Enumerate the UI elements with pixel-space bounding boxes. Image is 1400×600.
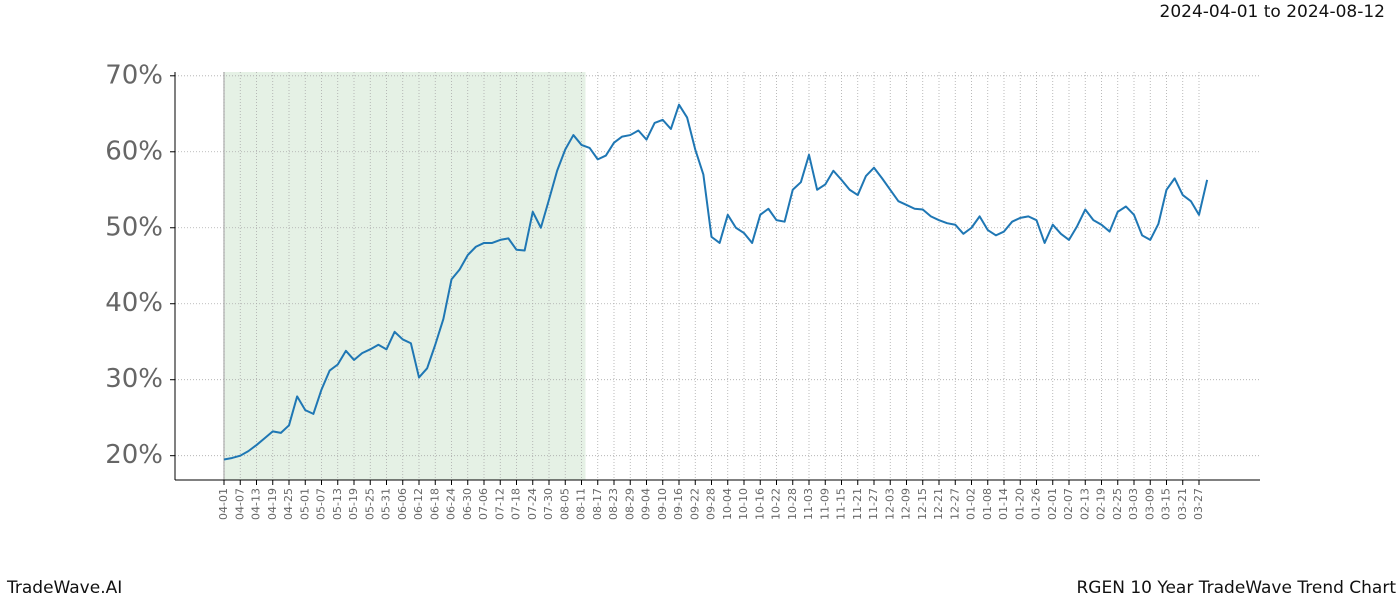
x-tick-label: 11-27 (867, 488, 880, 520)
x-tick-label: 09-22 (688, 488, 701, 520)
x-tick-label: 03-27 (1192, 488, 1205, 520)
x-tick-label: 10-10 (737, 488, 750, 520)
x-tick-label: 03-03 (1127, 488, 1140, 520)
x-tick-label: 12-15 (916, 488, 929, 520)
y-tick-label: 60% (105, 136, 163, 166)
x-tick-label: 05-25 (363, 488, 376, 520)
x-tick-label: 02-25 (1111, 488, 1124, 520)
x-tick-label: 10-22 (770, 488, 783, 520)
x-tick-label: 07-30 (542, 488, 555, 520)
x-tick-label: 04-25 (282, 488, 295, 520)
y-tick-label: 50% (105, 212, 163, 242)
x-tick-label: 01-14 (997, 488, 1010, 520)
x-tick-label: 10-04 (721, 488, 734, 520)
x-tick-label: 02-07 (1062, 488, 1075, 520)
x-tick-label: 01-08 (981, 488, 994, 520)
x-tick-label: 03-21 (1176, 488, 1189, 520)
x-tick-label: 12-09 (900, 488, 913, 520)
x-tick-label: 12-03 (883, 488, 896, 520)
x-tick-label: 02-01 (1046, 488, 1059, 520)
x-tick-label: 08-23 (607, 488, 620, 520)
x-tick-label: 05-13 (331, 488, 344, 520)
y-tick-label: 30% (105, 364, 163, 394)
x-tick-label: 04-19 (266, 488, 279, 520)
x-tick-label: 03-09 (1143, 488, 1156, 520)
x-tick-label: 07-06 (477, 488, 490, 520)
x-tick-label: 12-21 (932, 488, 945, 520)
x-tick-label: 04-07 (233, 488, 246, 520)
x-tick-label: 10-28 (786, 488, 799, 520)
price-line (223, 103, 1209, 461)
x-tick-label: 03-15 (1160, 488, 1173, 520)
x-tick-label: 04-01 (217, 488, 230, 520)
x-tick-label: 06-06 (396, 488, 409, 520)
x-tick-label: 09-28 (705, 488, 718, 520)
x-tick-label: 11-21 (851, 488, 864, 520)
y-tick-label: 70% (105, 60, 163, 90)
x-tick-label: 07-18 (510, 488, 523, 520)
x-tick-label: 01-26 (1030, 488, 1043, 520)
y-tick-label: 40% (105, 288, 163, 318)
x-tick-label: 11-09 (818, 488, 831, 520)
x-tick-label: 08-29 (623, 488, 636, 520)
x-tick-label: 09-04 (640, 488, 653, 520)
brand: TradeWave.AI (6, 578, 122, 598)
x-tick-label: 09-16 (672, 488, 685, 520)
x-tick-label: 08-17 (591, 488, 604, 520)
x-tick-label: 09-10 (656, 488, 669, 520)
x-tick-label: 11-03 (802, 488, 815, 520)
x-tick-label: 01-02 (965, 488, 978, 520)
x-tick-label: 06-24 (445, 488, 458, 520)
x-tick-label: 07-24 (526, 488, 539, 520)
x-tick-label: 08-05 (558, 488, 571, 520)
shaded-period (224, 72, 586, 480)
x-tick-label: 12-27 (948, 488, 961, 520)
date-range: 2024-04-01 to 2024-08-12 (1160, 2, 1385, 22)
y-tick-label: 20% (105, 440, 163, 470)
x-tick-label: 06-18 (428, 488, 441, 520)
x-tick-label: 08-11 (575, 488, 588, 520)
x-tick-label: 11-15 (835, 488, 848, 520)
x-tick-label: 05-01 (298, 488, 311, 520)
x-tick-label: 05-19 (347, 488, 360, 520)
x-tick-label: 02-13 (1078, 488, 1091, 520)
x-tick-label: 07-12 (493, 488, 506, 520)
x-tick-label: 06-12 (412, 488, 425, 520)
chart-title: RGEN 10 Year TradeWave Trend Chart (1076, 578, 1396, 598)
x-tick-label: 06-30 (461, 488, 474, 520)
x-tick-label: 04-13 (250, 488, 263, 520)
x-tick-label: 01-20 (1013, 488, 1026, 520)
x-tick-label: 02-19 (1095, 488, 1108, 520)
x-tick-label: 10-16 (753, 488, 766, 520)
x-tick-label: 05-07 (315, 488, 328, 520)
x-tick-label: 05-31 (380, 488, 393, 520)
